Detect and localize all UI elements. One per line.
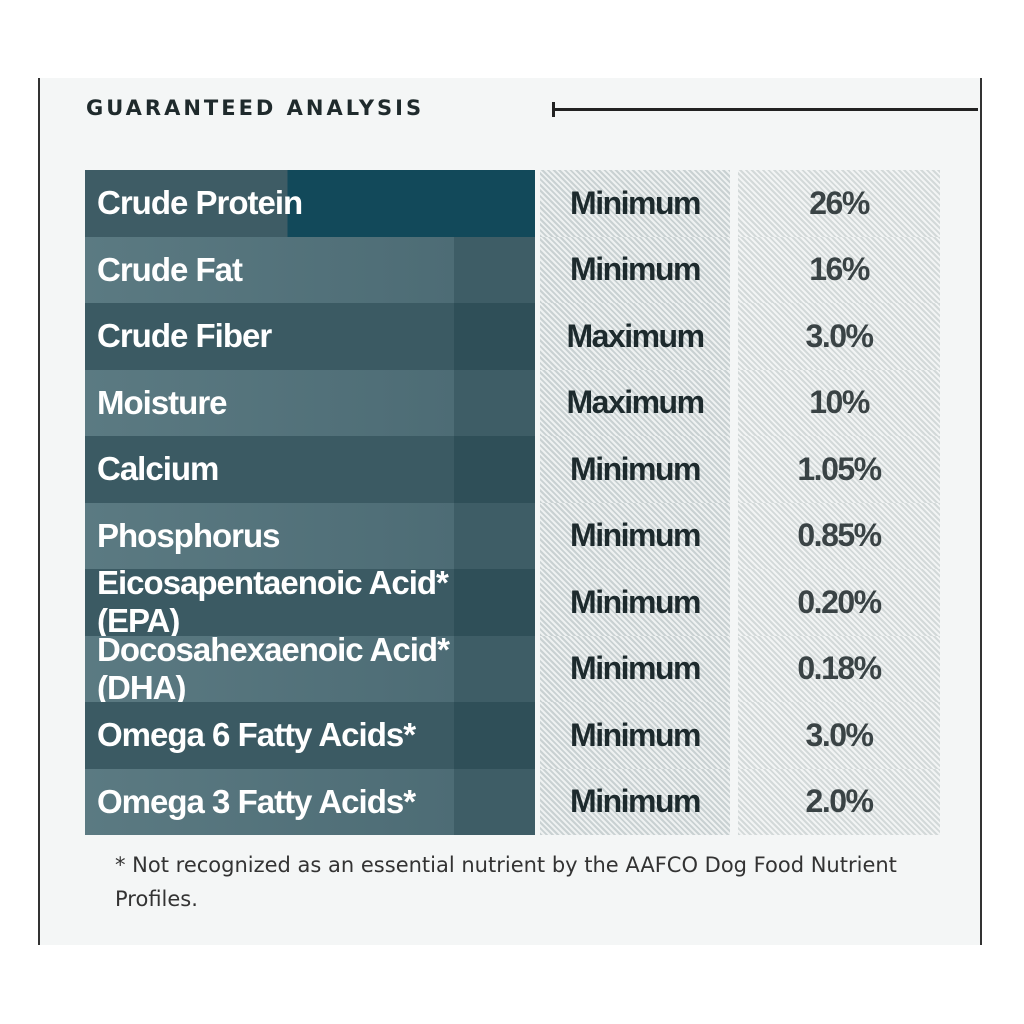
table-row: Phosphorus Minimum 0.85%: [85, 502, 940, 569]
title-rule: [552, 102, 978, 117]
value-cell: 0.85%: [738, 502, 940, 569]
value-cell: 10%: [738, 369, 940, 436]
analysis-table: Crude Protein Minimum 26% Crude Fat Minimum 1…: [85, 170, 940, 835]
table-row: Crude Fat Minimum 16%: [85, 236, 940, 303]
value-cell: 1.05%: [738, 436, 940, 503]
nutrient-cell: Crude Protein: [85, 170, 535, 237]
limit-type-cell: Minimum: [540, 702, 730, 769]
value-cell: 0.20%: [738, 569, 940, 636]
nutrient-cell: Phosphorus: [85, 502, 535, 569]
section-title: GUARANTEED ANALYSIS: [86, 96, 425, 120]
nutrient-cell: Omega 6 Fatty Acids*: [85, 702, 535, 769]
table-row: Calcium Minimum 1.05%: [85, 436, 940, 503]
table-row: Omega 6 Fatty Acids* Minimum 3.0%: [85, 702, 940, 769]
limit-type-cell: Maximum: [540, 303, 730, 370]
limit-type-cell: Minimum: [540, 436, 730, 503]
nutrient-cell: Crude Fat: [85, 236, 535, 303]
value-cell: 26%: [738, 170, 940, 237]
table-row: Eicosapentaenoic Acid* (EPA) Minimum 0.20%: [85, 564, 940, 639]
nutrient-cell: Crude Fiber: [85, 303, 535, 370]
table-row: Docosahexaenoic Acid* (DHA) Minimum 0.18%: [85, 631, 940, 706]
table-row: Crude Fiber Maximum 3.0%: [85, 303, 940, 370]
nutrient-cell: Eicosapentaenoic Acid* (EPA): [85, 564, 535, 639]
nutrient-cell: Omega 3 Fatty Acids*: [85, 768, 535, 835]
limit-type-cell: Minimum: [540, 569, 730, 636]
table-row: Crude Protein Minimum 26%: [85, 170, 940, 237]
table-row: Moisture Maximum 10%: [85, 369, 940, 436]
value-cell: 0.18%: [738, 635, 940, 702]
limit-type-cell: Minimum: [540, 502, 730, 569]
table-row: Omega 3 Fatty Acids* Minimum 2.0%: [85, 768, 940, 835]
value-cell: 3.0%: [738, 702, 940, 769]
limit-type-cell: Minimum: [540, 170, 730, 237]
limit-type-cell: Minimum: [540, 236, 730, 303]
limit-type-cell: Minimum: [540, 635, 730, 702]
nutrient-cell: Moisture: [85, 369, 535, 436]
limit-type-cell: Maximum: [540, 369, 730, 436]
value-cell: 2.0%: [738, 768, 940, 835]
value-cell: 3.0%: [738, 303, 940, 370]
nutrient-cell: Docosahexaenoic Acid* (DHA): [85, 631, 535, 706]
value-cell: 16%: [738, 236, 940, 303]
nutrient-cell: Calcium: [85, 436, 535, 503]
limit-type-cell: Minimum: [540, 768, 730, 835]
footnote: * Not recognized as an essential nutrien…: [115, 853, 897, 911]
